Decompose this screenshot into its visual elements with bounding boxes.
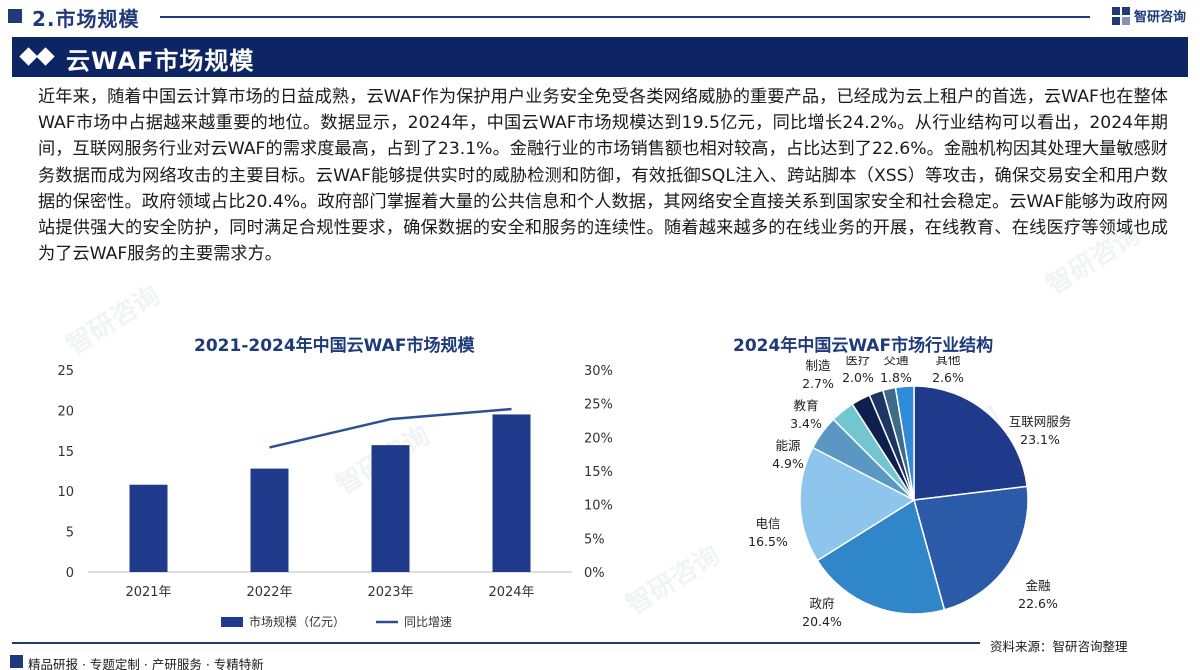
section-marker-icon: [8, 9, 22, 23]
pie-slice: [894, 385, 915, 501]
pie-slice-pct: 2.7%: [802, 376, 834, 391]
line-yoy-growth: [269, 407, 512, 449]
pie-slice-label: 医疗: [845, 356, 870, 367]
pie-slice-pct: 2.0%: [842, 370, 874, 385]
intro-paragraph: 近年来，随着中国云计算市场的日益成熟，云WAF作为保护用户业务安全免受各类网络威…: [38, 87, 1168, 265]
pie-slice-label: 其他: [935, 356, 961, 367]
x-axis-tick-label: 2022年: [246, 585, 292, 600]
left-axis-tick-label: 10: [57, 485, 74, 500]
right-axis-tick-label: 25%: [584, 398, 613, 413]
left-axis-tick-label: 15: [57, 445, 74, 460]
source-divider: [12, 642, 980, 644]
right-axis-tick-label: 5%: [584, 532, 605, 547]
pie-slice-pct: 1.8%: [880, 370, 912, 385]
right-axis-tick-label: 0%: [584, 566, 605, 581]
pie-slice-pct: 20.4%: [802, 614, 842, 629]
left-axis-tick-label: 25: [57, 364, 74, 379]
footer-logo-icon: [10, 655, 23, 668]
pie-slice-pct: 4.9%: [772, 456, 804, 471]
bar-market-size: [129, 484, 168, 572]
pie-slice-pct: 16.5%: [748, 534, 788, 549]
diamond-icon: [19, 47, 56, 67]
title-banner: 云WAF市场规模: [12, 37, 1188, 77]
pie-slice-label: 电信: [755, 516, 780, 531]
brand: 智研咨询: [1111, 6, 1186, 25]
x-axis-tick-label: 2021年: [125, 585, 171, 600]
legend-label-line: 同比增速: [404, 615, 452, 629]
page-title: 云WAF市场规模: [66, 47, 255, 75]
left-axis-tick-label: 20: [57, 404, 74, 419]
pie-slice-pct: 2.6%: [932, 370, 964, 385]
brand-logo-icon: [1111, 6, 1130, 25]
bar-market-size: [492, 414, 531, 572]
pie-chart: 互联网服务 23.1% 金融 22.6% 政府 20.4% 电信 16.5% 能源 4.9% 教育 3…: [748, 356, 1072, 629]
pie-slice-label: 能源: [775, 438, 801, 453]
right-axis-tick-label: 20%: [584, 431, 613, 446]
bar-chart-title: 2021-2024年中国云WAF市场规模: [194, 336, 475, 356]
watermark: 智研咨询: [61, 280, 166, 361]
right-axis-tick-label: 10%: [584, 499, 613, 514]
footer-tagline: 精品研报 · 专题定制 · 产研服务 · 专精特新: [28, 657, 264, 670]
bar-market-size: [371, 445, 410, 572]
pie-slice-label: 教育: [793, 398, 818, 413]
pie-slice: [816, 498, 946, 615]
right-axis-tick-label: 15%: [584, 465, 613, 480]
pie-slice-pct: 22.6%: [1018, 596, 1058, 611]
pie-slice-label: 金融: [1025, 578, 1051, 593]
x-axis-tick-label: 2023年: [367, 585, 413, 600]
brand-name: 智研咨询: [1133, 10, 1186, 25]
pie-slice: [799, 446, 916, 562]
left-axis-tick-label: 5: [66, 526, 74, 541]
pie-slice-label: 互联网服务: [1009, 414, 1072, 429]
pie-slice: [913, 485, 1029, 611]
pie-slice-label: 制造: [805, 358, 831, 373]
pie-slice-label: 政府: [809, 596, 834, 611]
legend-swatch-bar: [221, 617, 243, 627]
source-note: 资料来源：智研咨询整理: [990, 639, 1128, 654]
top-bar: 2.市场规模 智研咨询: [0, 0, 1200, 34]
pie-slice-pct: 23.1%: [1020, 432, 1060, 447]
x-axis-tick-label: 2024年: [488, 585, 534, 600]
left-axis-tick-label: 0: [66, 566, 74, 581]
right-axis-tick-label: 30%: [584, 364, 613, 379]
pie-slice-label: 交通: [883, 356, 909, 367]
bar-market-size: [250, 468, 289, 572]
pie-slice-pct: 3.4%: [790, 416, 822, 431]
bar-line-chart: 0 5 10 15 20 25 0% 5% 10% 15% 20% 25% 30% 2021年 2022年 2…: [57, 364, 613, 629]
section-label: 2.市场规模: [32, 7, 140, 31]
legend-label-bar: 市场规模（亿元）: [249, 614, 345, 629]
divider: [160, 16, 1090, 18]
pie-chart-title: 2024年中国云WAF市场行业结构: [733, 336, 994, 356]
pie-slice: [913, 385, 1029, 501]
